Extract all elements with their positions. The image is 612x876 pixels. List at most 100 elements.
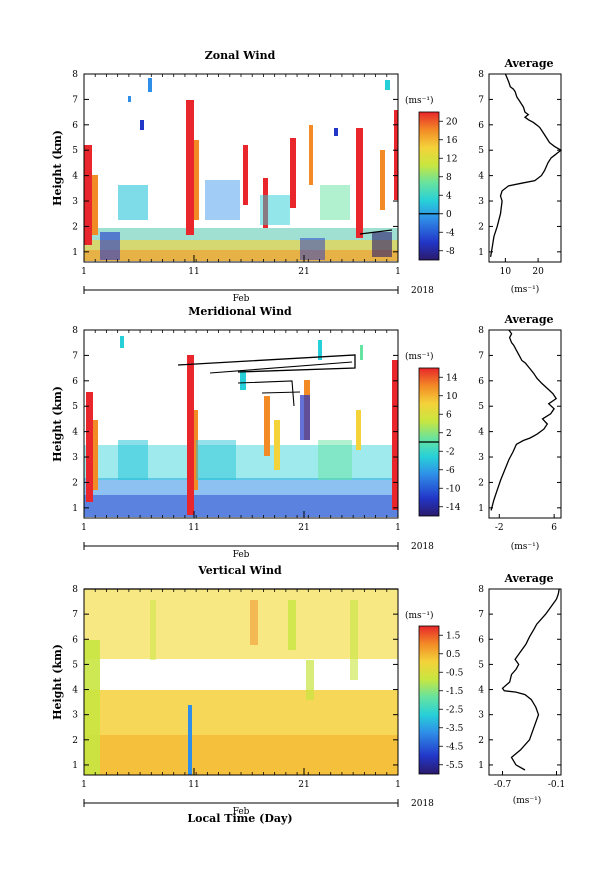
avg-y-tick-label: 7	[478, 95, 484, 105]
x-tick-label: 1	[395, 267, 401, 277]
x-tick-label: 1	[81, 523, 87, 533]
y-tick-label: 7	[72, 351, 78, 361]
y-tick-label: 4	[72, 428, 78, 438]
y-tick-label: 8	[72, 70, 78, 80]
y-tick-label: 2	[72, 736, 78, 746]
x-tick-label: 21	[298, 267, 309, 277]
colorbar-zonal: (ms⁻¹) 20 16 12 8 4 0 -4 -8	[405, 95, 458, 261]
year-label: 2018	[411, 799, 434, 809]
colorbar-tick-label: -14	[446, 503, 461, 513]
avg-x-tick-label: -0.7	[494, 780, 512, 790]
y-ticks-meridional: 1 2 3 4 5 6 7 8	[72, 326, 398, 514]
month-span-ends	[83, 286, 399, 294]
avg-unit-vertical: (ms⁻¹)	[513, 795, 542, 806]
x-tick-label: 11	[188, 267, 199, 277]
colorbar-tick-label: 8	[446, 173, 452, 183]
x-tick-label: 1	[81, 780, 87, 790]
colorbar-tick-label: 0.5	[446, 650, 461, 660]
average-zonal: Average 1 2 3 4 5 6 7 8 10 20 (ms⁻¹)	[478, 57, 563, 295]
month-label: Feb	[233, 807, 250, 817]
colorbar-tick-label: -2.5	[446, 705, 464, 715]
y-tick-label: 1	[72, 504, 78, 514]
y-tick-label: 2	[72, 222, 78, 232]
y-tick-label: 3	[72, 711, 78, 721]
y-ticks-vertical: 1 2 3 4 5 6 7 8	[72, 585, 398, 771]
colorbar-tick-label: -4.5	[446, 742, 464, 752]
panel-title-vertical: Vertical Wind	[197, 564, 282, 577]
y-tick-label: 5	[72, 146, 78, 156]
avg-y-tick-label: 4	[478, 172, 484, 182]
y-tick-label: 4	[72, 686, 78, 696]
month-span-ends	[83, 542, 399, 550]
y-axis-label-meridional: Height (km)	[51, 386, 64, 462]
colorbar-tick-label: 2	[446, 429, 452, 439]
avg-y-tick-label: 6	[478, 635, 484, 645]
colorbar-tick-label: 6	[446, 410, 452, 420]
average-vertical: Average 1 2 3 4 5 6 7 8 -0.7 -0.1 (ms⁻¹)	[478, 572, 565, 806]
avg-y-tick-label: 5	[478, 402, 484, 412]
y-tick-label: 1	[72, 248, 78, 258]
avg-x-tick-label: -0.1	[548, 780, 565, 790]
x-tick-label: 21	[298, 523, 309, 533]
avg-y-tick-label: 3	[478, 197, 484, 207]
y-ticks-zonal: 1 2 3 4 5 6 7 8	[72, 70, 398, 258]
colorbar-tick-label: -4	[446, 228, 455, 238]
y-tick-label: 3	[72, 453, 78, 463]
average-profile-line	[490, 329, 558, 511]
month-label: Feb	[233, 294, 250, 304]
heatmap-vertical	[84, 588, 398, 775]
colorbar-tick-label: 14	[446, 373, 458, 383]
year-label: 2018	[411, 542, 434, 552]
x-tick-label: 11	[188, 780, 199, 790]
colorbar-tick-label: -1.5	[446, 687, 464, 697]
y-axis-label-vertical: Height (km)	[51, 644, 64, 720]
y-tick-label: 3	[72, 197, 78, 207]
colorbar-tick-label: 10	[446, 392, 458, 402]
avg-y-tick-label: 7	[478, 351, 484, 361]
avg-y-tick-label: 1	[478, 761, 484, 771]
colorbar-tick-label: 20	[446, 117, 458, 127]
colorbar-tick-label: 16	[446, 136, 458, 146]
avg-y-tick-label: 6	[478, 377, 484, 387]
colorbar-tick-label: -5.5	[446, 761, 464, 771]
y-tick-label: 6	[72, 121, 78, 131]
average-meridional: Average 1 2 3 4 5 6 7 8 -2 6 (ms⁻¹)	[478, 313, 562, 552]
colorbar-unit-zonal: (ms⁻¹)	[405, 95, 434, 106]
panel-meridional: Meridional Wind	[51, 305, 461, 560]
avg-y-tick-label: 3	[478, 453, 484, 463]
y-tick-label: 4	[72, 172, 78, 182]
avg-y-tick-label: 1	[478, 504, 484, 514]
avg-x-tick-label: 10	[500, 267, 512, 277]
panel-title-zonal: Zonal Wind	[205, 49, 276, 62]
y-tick-label: 7	[72, 610, 78, 620]
colorbar-tick-label: 0	[446, 210, 452, 220]
avg-y-tick-label: 5	[478, 660, 484, 670]
x-tick-label: 1	[395, 780, 401, 790]
avg-title-zonal: Average	[503, 57, 553, 70]
avg-x-tick-label: 6	[551, 523, 557, 533]
avg-y-tick-label: 6	[478, 121, 484, 131]
colorbar-tick-label: 1.5	[446, 631, 461, 641]
avg-y-tick-label: 2	[478, 736, 484, 746]
average-profile-line	[489, 73, 563, 258]
colorbar-unit-vertical: (ms⁻¹)	[405, 610, 434, 621]
avg-y-tick-label: 2	[478, 478, 484, 488]
heatmap-meridional	[84, 330, 398, 518]
y-tick-label: 1	[72, 761, 78, 771]
y-tick-label: 6	[72, 377, 78, 387]
colorbar-tick-label: -0.5	[446, 668, 464, 678]
colorbar-tick-label: -8	[446, 247, 455, 257]
avg-y-tick-label: 4	[478, 686, 484, 696]
avg-title-meridional: Average	[503, 313, 553, 326]
x-tick-label: 1	[395, 523, 401, 533]
heatmap-zonal	[84, 74, 398, 262]
average-profile-line	[501, 588, 560, 771]
avg-y-tick-label: 8	[478, 70, 484, 80]
colorbar-tick-label: 4	[446, 191, 452, 201]
month-label: Feb	[233, 550, 250, 560]
y-tick-label: 8	[72, 585, 78, 595]
avg-title-vertical: Average	[503, 572, 553, 585]
